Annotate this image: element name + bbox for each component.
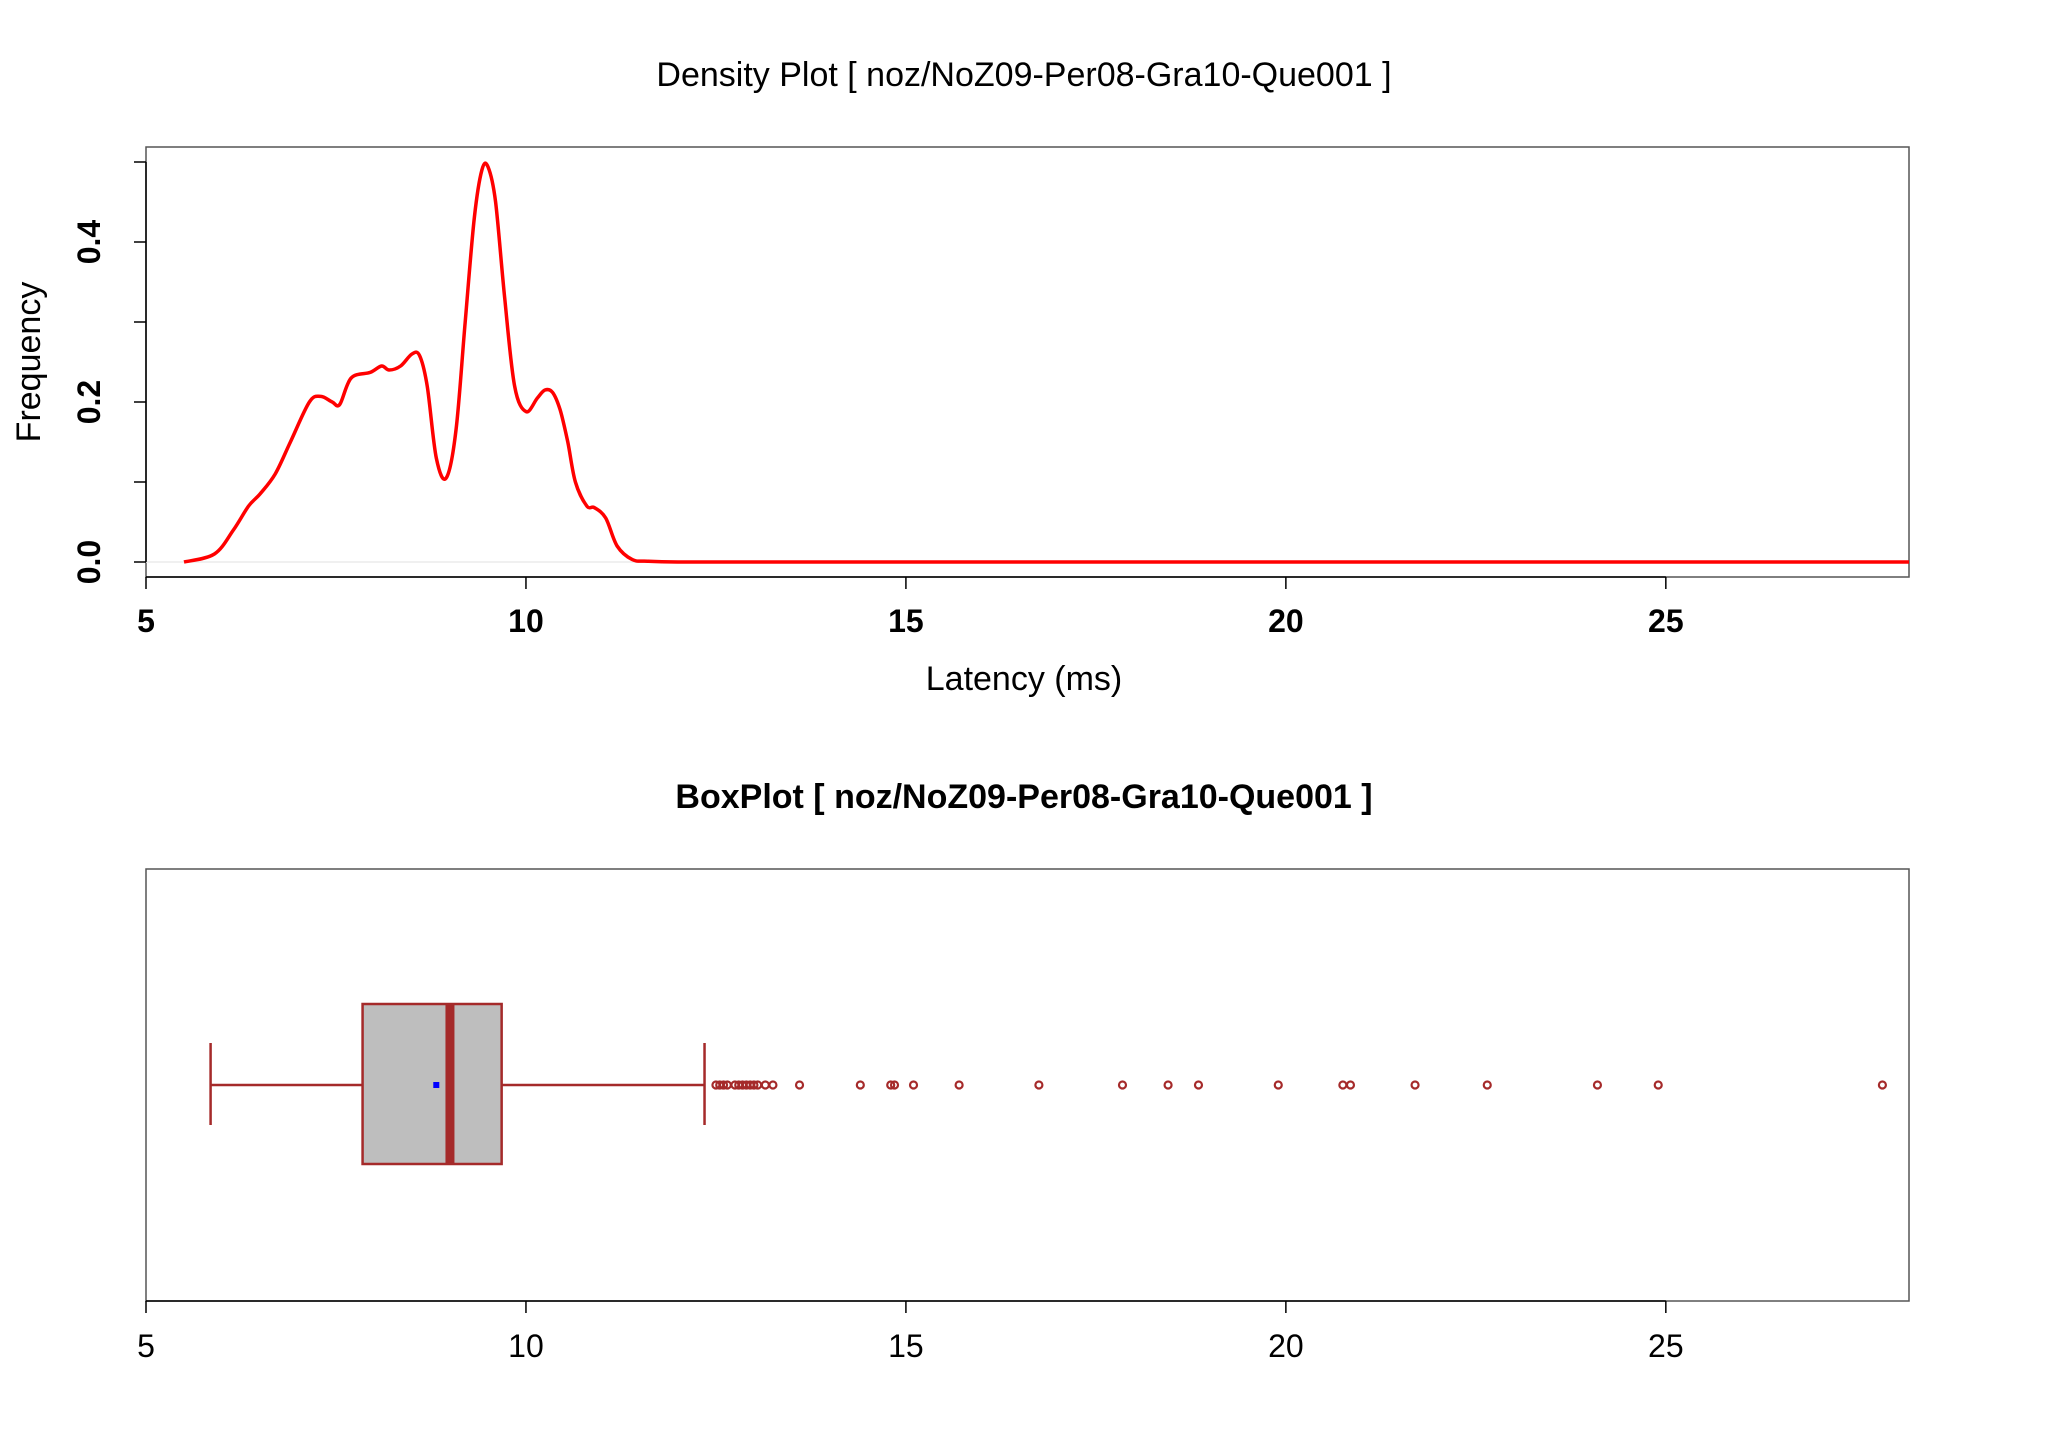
boxplot-outlier	[1163, 1080, 1173, 1090]
box-plot: BoxPlot [ noz/NoZ09-Per08-Gra10-Que001 ]…	[137, 778, 1910, 1364]
density-y-label: Frequency	[10, 282, 48, 443]
density-x-tick-label: 10	[508, 603, 544, 639]
boxplot-outlier	[855, 1080, 865, 1090]
boxplot-outlier	[1273, 1080, 1283, 1090]
density-x-tick-label: 25	[1648, 603, 1684, 639]
boxplot-outlier	[1410, 1080, 1420, 1090]
boxplot-outlier	[1338, 1080, 1348, 1090]
boxplot-outlier	[886, 1080, 896, 1090]
boxplot-outlier	[760, 1080, 770, 1090]
density-x-axis: 5 10 15 20 25	[137, 576, 1684, 639]
boxplot-outlier	[749, 1080, 759, 1090]
boxplot-outlier	[1653, 1080, 1663, 1090]
boxplot-outlier	[1117, 1080, 1128, 1090]
boxplot-outlier	[1592, 1080, 1603, 1090]
density-x-label: Latency (ms)	[926, 660, 1123, 698]
boxplot-x-tick-label: 15	[888, 1328, 924, 1364]
boxplot-title: BoxPlot [ noz/NoZ09-Per08-Gra10-Que001 ]	[675, 778, 1372, 816]
boxplot-marks	[209, 1002, 1888, 1166]
boxplot-outlier	[1877, 1080, 1888, 1090]
density-y-tick-label: 0.4	[71, 220, 107, 265]
boxplot-outlier	[794, 1080, 805, 1090]
density-x-tick-label: 20	[1268, 603, 1304, 639]
boxplot-outlier	[1345, 1080, 1356, 1090]
density-x-tick-label: 15	[888, 603, 924, 639]
boxplot-x-tick-label: 20	[1268, 1328, 1304, 1364]
density-plot: Density Plot [ noz/NoZ09-Per08-Gra10-Que…	[10, 56, 1910, 698]
boxplot-box	[361, 1002, 503, 1166]
boxplot-x-axis: 5 10 15 20 25	[137, 1300, 1684, 1364]
boxplot-x-tick-label: 10	[508, 1328, 544, 1364]
density-plot-frame	[145, 146, 1910, 578]
boxplot-outlier	[908, 1080, 919, 1090]
boxplot-outlier	[889, 1080, 900, 1090]
density-x-tick-label: 5	[137, 603, 155, 639]
boxplot-outlier	[768, 1080, 778, 1090]
density-series-line	[183, 161, 1909, 564]
boxplot-outlier	[1482, 1080, 1492, 1090]
density-y-tick-label: 0.2	[71, 380, 107, 424]
density-y-tick-label: 0.0	[71, 540, 107, 584]
boxplot-outlier	[1193, 1080, 1204, 1090]
density-title: Density Plot [ noz/NoZ09-Per08-Gra10-Que…	[656, 56, 1391, 94]
boxplot-x-tick-label: 25	[1648, 1328, 1684, 1364]
density-y-axis: 0.0 0.2 0.4	[71, 161, 147, 584]
boxplot-x-tick-label: 5	[137, 1328, 155, 1364]
boxplot-outlier	[718, 1080, 729, 1090]
boxplot-outlier	[1034, 1080, 1044, 1090]
boxplot-outlier	[954, 1080, 964, 1090]
boxplot-mean-marker	[433, 1082, 440, 1088]
